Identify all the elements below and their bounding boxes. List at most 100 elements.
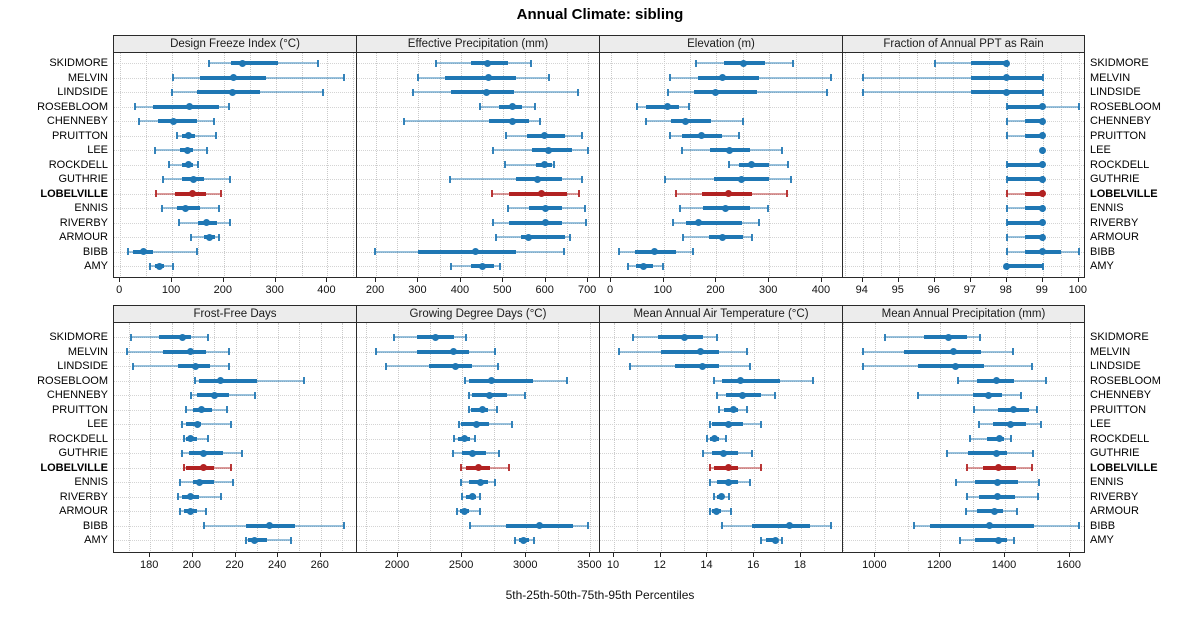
gridline-h (843, 482, 1084, 483)
gridline-h (357, 150, 600, 151)
gridline-v (223, 53, 225, 277)
percentile-cap-low (978, 420, 981, 428)
percentile-cap-high (1041, 74, 1044, 81)
percentile-cap-high (774, 391, 777, 399)
percentile-cap-high (1011, 348, 1014, 355)
percentile-cap-high (494, 478, 497, 486)
percentile-cap-high (510, 420, 513, 428)
percentile-range-line (246, 539, 291, 541)
gridline-h (114, 121, 357, 122)
percentile-median-dot (1039, 219, 1047, 226)
percentile-cap-low (189, 233, 192, 241)
axis-tick (277, 553, 279, 557)
percentile-cap-high (533, 103, 536, 110)
percentile-cap-high (494, 348, 497, 355)
row-label-left: AMY (84, 534, 108, 546)
percentile-median-dot (984, 391, 992, 399)
row-label-right: LEE (1090, 418, 1111, 430)
percentile-cap-low (718, 406, 721, 413)
panel-plot (356, 53, 600, 278)
percentile-cap-high (215, 132, 218, 139)
percentile-cap-high (532, 536, 535, 544)
gridline-h (357, 135, 600, 137)
axis-tick (1004, 553, 1005, 557)
axis-tick-label: 97 (963, 284, 976, 296)
panel-title: Mean Annual Precipitation (mm) (881, 308, 1046, 320)
gridline-h (600, 511, 843, 512)
panel-plot (113, 323, 357, 553)
gridline-h (114, 511, 357, 512)
percentile-cap-low (181, 420, 184, 428)
gridline-h (600, 266, 843, 267)
percentile-range-line (404, 120, 541, 122)
percentile-cap-high (1030, 464, 1033, 471)
row-label-right: BIBB (1090, 245, 1116, 258)
percentile-cap-high (206, 146, 209, 154)
percentile-cap-high (498, 449, 501, 457)
percentile-median-dot (205, 233, 213, 241)
axis-tick-label: 1200 (926, 559, 952, 571)
gridline-h (843, 77, 1084, 79)
percentile-cap-high (729, 507, 732, 515)
axis-tick-label: 2000 (384, 559, 410, 571)
percentile-median-dot (479, 262, 487, 270)
gridline-v (214, 323, 216, 552)
percentile-median-dot (1039, 175, 1047, 183)
percentile-cap-high (172, 262, 175, 270)
percentile-cap-high (479, 493, 482, 500)
percentile-cap-high (587, 146, 590, 154)
percentile-median-dot (182, 204, 189, 212)
percentile-cap-low (449, 175, 452, 183)
percentile-cap-high (206, 333, 209, 341)
gridline-v (875, 323, 877, 552)
percentile-cap-low (385, 362, 388, 370)
row-label-right: RIVERBY (1090, 216, 1139, 229)
gridline-h (843, 540, 1084, 541)
percentile-range-line (918, 394, 1022, 396)
axis-tick-label: 98 (999, 284, 1012, 296)
row-label-right: ROSEBLOOM (1090, 374, 1161, 387)
percentile-median-dot (203, 219, 211, 226)
percentile-cap-high (583, 204, 586, 212)
percentile-iqr-bar (508, 220, 562, 225)
percentile-cap-low (132, 362, 135, 370)
percentile-cap-low (177, 219, 180, 226)
axis-tick (706, 553, 708, 557)
gridline-v (418, 53, 420, 277)
percentile-median-dot (993, 449, 1001, 457)
axis-tick (753, 553, 755, 557)
panel-title: Fraction of Annual PPT as Rain (883, 38, 1044, 50)
percentile-median-dot (991, 507, 999, 515)
percentile-iqr-bar (444, 75, 517, 80)
axis-tick-label: 10 (606, 559, 620, 571)
percentile-cap-high (217, 204, 220, 212)
percentile-cap-high (217, 233, 220, 241)
axis-tick-label: 200 (706, 284, 725, 296)
gridline-v (952, 53, 954, 277)
row-label-left: ROSEBLOOM (37, 374, 108, 387)
axis-tick-label: 2500 (448, 559, 474, 571)
percentile-iqr-bar (417, 349, 469, 354)
gridline-h (600, 366, 843, 367)
axis-tick-label: 600 (535, 284, 554, 296)
row-label-right: CHENNEBY (1090, 115, 1152, 127)
row-label-left: CHENNEBY (46, 389, 108, 401)
axis-tick-label: 300 (408, 284, 427, 296)
gridline-h (843, 237, 1084, 238)
percentile-cap-low (491, 146, 494, 154)
percentile-median-dot (476, 478, 484, 486)
percentile-median-dot (993, 478, 1001, 486)
gridline-v (988, 53, 990, 277)
gridline-h (114, 164, 357, 166)
gridline-v (588, 53, 590, 277)
percentile-cap-high (758, 219, 761, 226)
percentile-cap-low (708, 507, 711, 515)
axis-tick (234, 553, 236, 557)
percentile-cap-low (467, 391, 470, 399)
row-label-left: LOBELVILLE (40, 187, 108, 200)
gridline-v (1037, 323, 1039, 552)
percentile-cap-high (767, 204, 770, 212)
gridline-h (114, 540, 357, 541)
gridline-h (843, 496, 1084, 498)
